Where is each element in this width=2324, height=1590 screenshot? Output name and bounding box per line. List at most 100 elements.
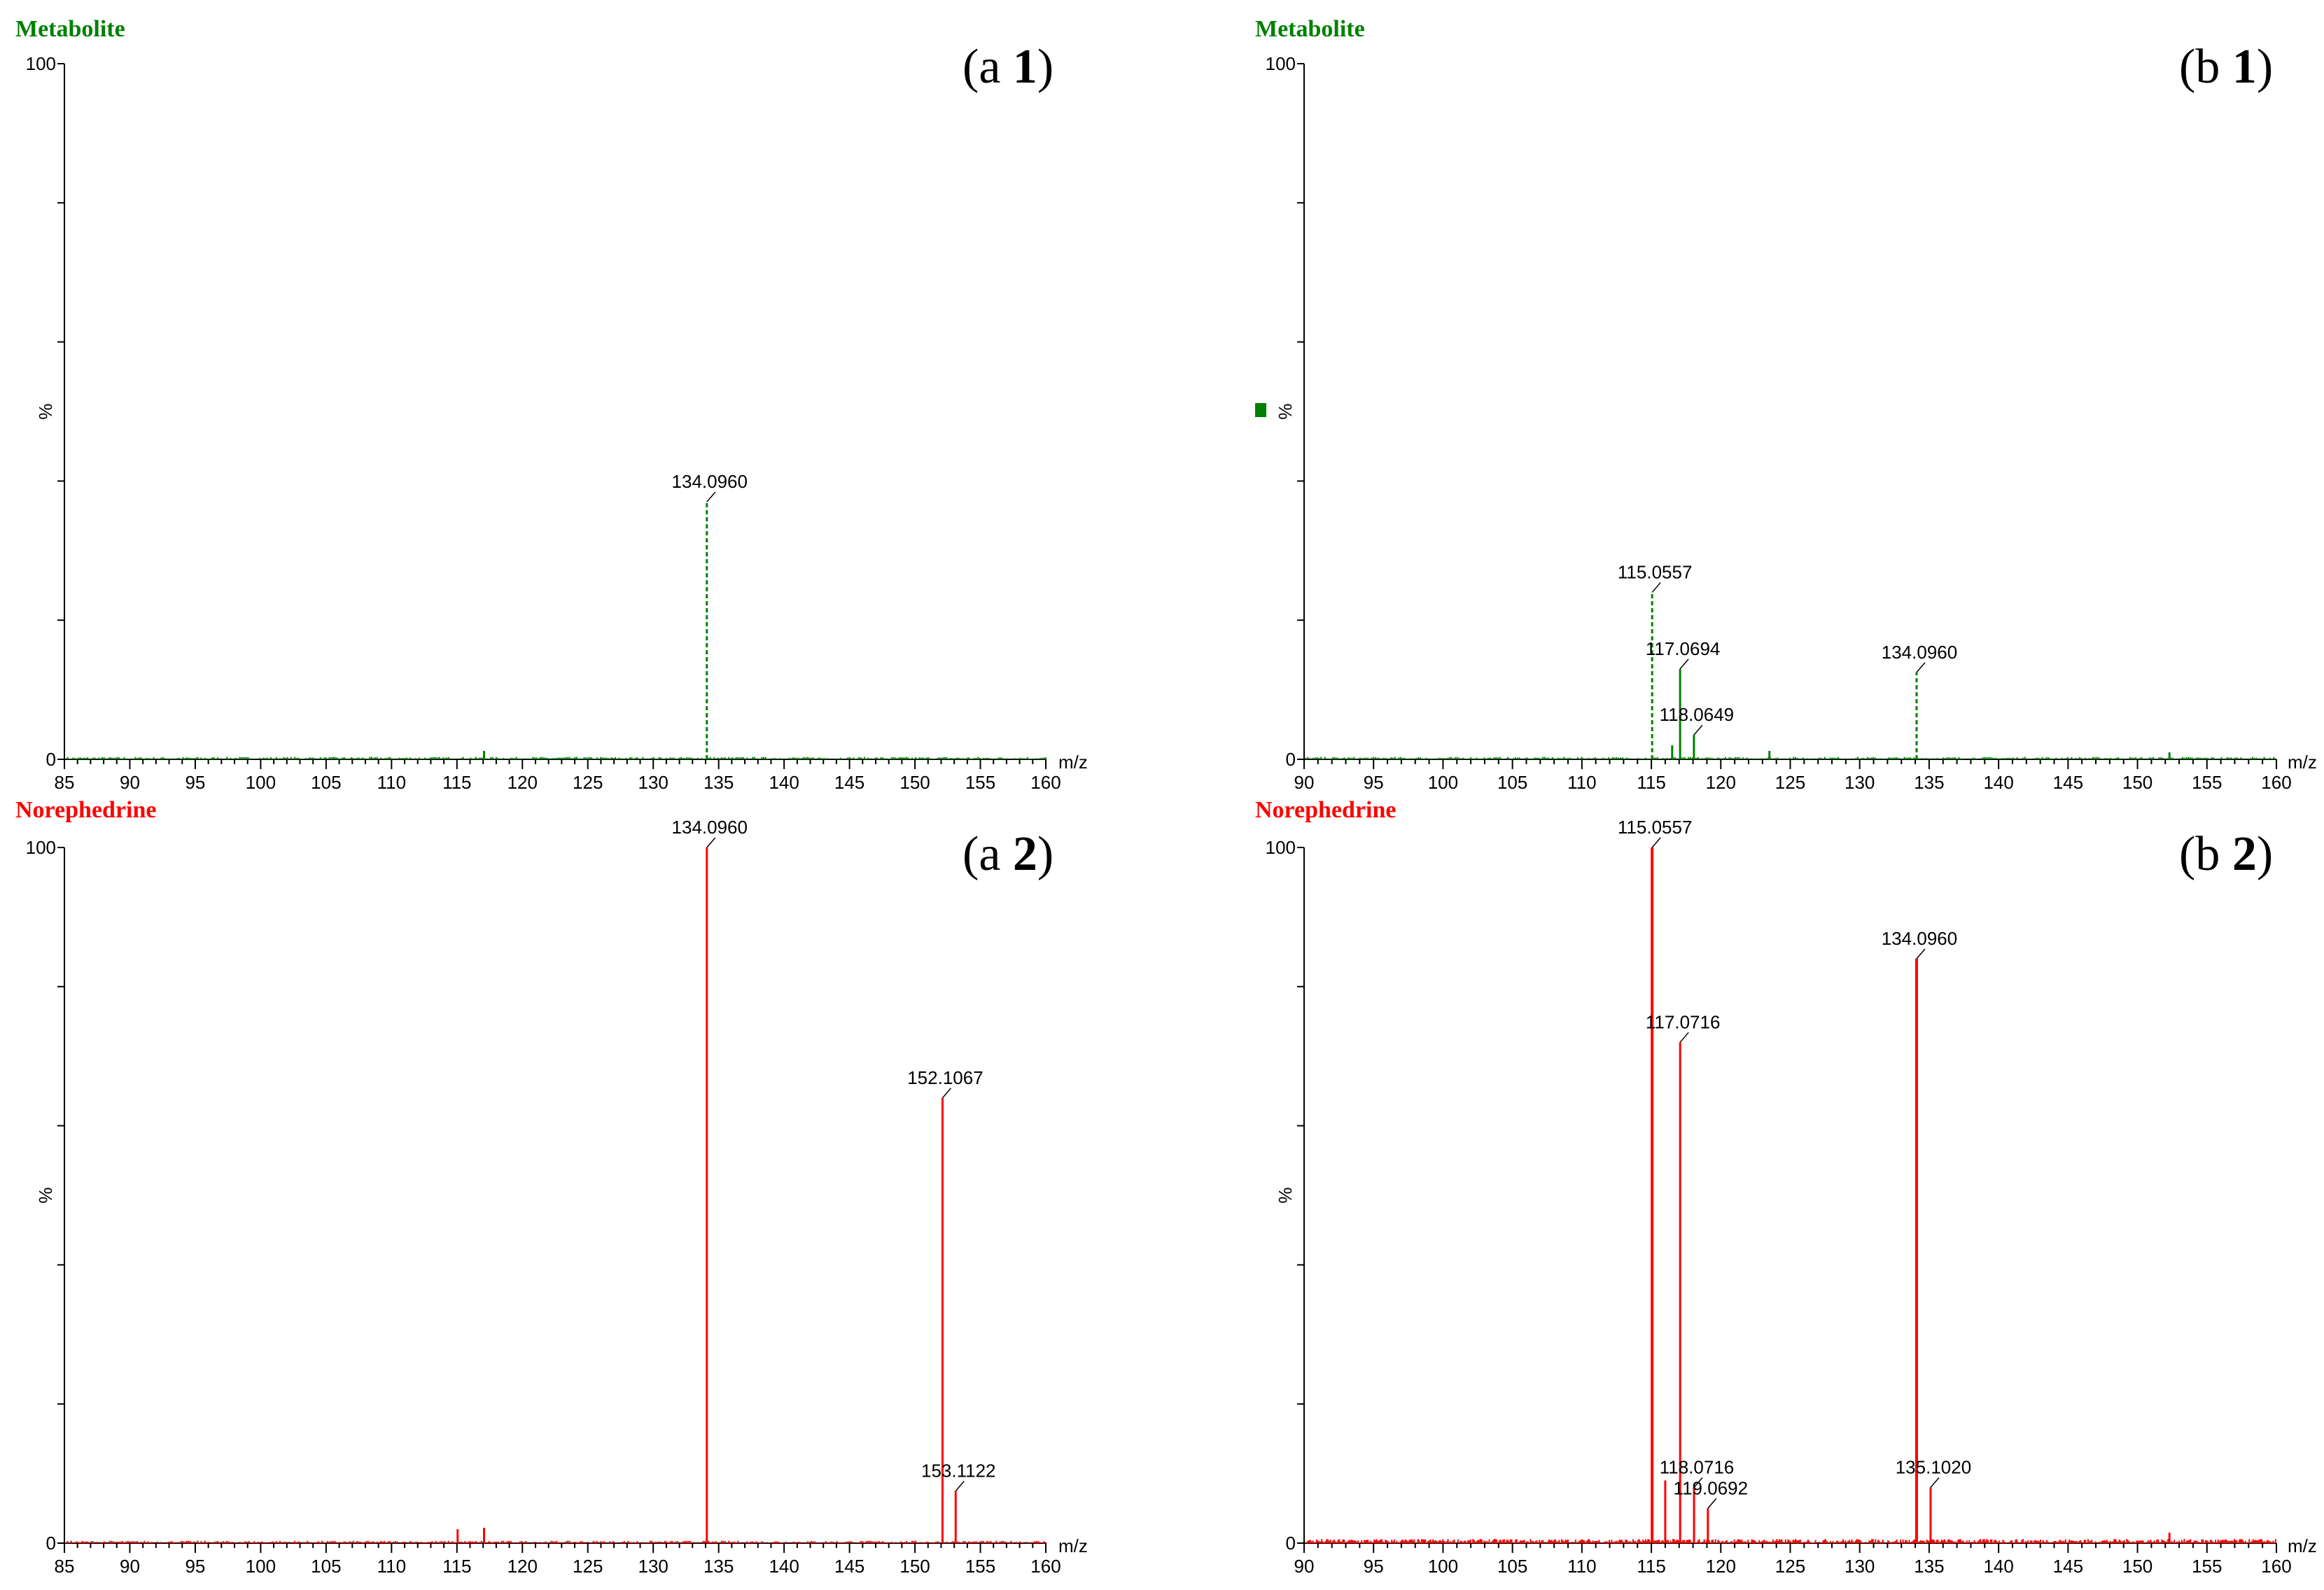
chart-title: Metabolite: [15, 16, 125, 42]
peak-leader: [1916, 662, 1926, 673]
peak-leader: [1930, 1477, 1940, 1488]
x-tick-label: 145: [834, 772, 864, 793]
panel-a2: Norephedrine (a 2) 0 100% 85 90 95 100 105 110 115…: [15, 797, 1088, 1577]
peak-label: 115.0557: [1618, 561, 1693, 582]
peak-label: 118.0649: [1660, 704, 1735, 725]
x-tick-label: 125: [1775, 1556, 1805, 1577]
x-axis-label: m/z: [1058, 1535, 1088, 1556]
x-tick-label: 145: [2053, 1556, 2083, 1577]
x-tick-label: 115: [442, 772, 471, 793]
x-tick-label: 95: [185, 772, 205, 793]
x-tick-label: 155: [965, 1556, 995, 1577]
panel-label-open: (: [2179, 40, 2195, 94]
baseline-noise: [1304, 757, 2277, 759]
y-tick-label: 0: [1286, 749, 1296, 770]
x-axis-label: m/z: [2288, 1535, 2317, 1556]
x-tick-label: 150: [899, 1556, 930, 1577]
panel-label-letter: b: [2195, 827, 2232, 881]
peak-leader: [1707, 1498, 1717, 1509]
y-tick-label: 0: [46, 1533, 56, 1554]
peak-label: 115.0557: [1618, 817, 1693, 838]
x-tick-label: 105: [311, 772, 341, 793]
peak-label: 134.0960: [1882, 642, 1957, 663]
x-tick-label: 135: [1914, 772, 1944, 793]
peak-leader: [706, 837, 716, 848]
peak-leader: [1916, 948, 1926, 959]
baseline-noise: [1304, 1539, 2276, 1543]
peak-leader: [941, 1088, 952, 1099]
x-tick-label: 135: [704, 1556, 734, 1577]
x-tick-label: 150: [899, 772, 930, 793]
x-tick-label: 120: [1706, 772, 1736, 793]
x-tick-label: 105: [311, 1556, 341, 1577]
x-tick-label: 100: [1428, 1556, 1458, 1577]
panel-label-number: 1: [1013, 40, 1037, 94]
x-tick-label: 90: [120, 772, 140, 793]
x-tick-label: 145: [2053, 772, 2083, 793]
panel-label: (b 1): [2179, 40, 2273, 94]
y-axis-label: %: [35, 1187, 56, 1203]
panel-label: (a 2): [962, 827, 1054, 881]
y-tick-label: 100: [1266, 837, 1296, 858]
panel-label-letter: b: [2195, 40, 2232, 94]
x-tick-label: 155: [2192, 1556, 2222, 1577]
x-tick-label: 160: [1030, 1556, 1060, 1577]
x-tick-label: 85: [55, 1556, 75, 1577]
y-axis-label: %: [35, 403, 56, 419]
x-tick-label: 95: [1364, 772, 1384, 793]
x-tick-label: 140: [1983, 772, 2013, 793]
y-axis-label: %: [1275, 1187, 1296, 1203]
x-axis-label: m/z: [2288, 752, 2317, 773]
x-tick-label: 120: [507, 772, 538, 793]
x-tick-label: 160: [1030, 772, 1060, 793]
peak-label: 118.0716: [1660, 1456, 1735, 1477]
x-tick-label: 140: [769, 1556, 799, 1577]
peak-label: 119.0692: [1674, 1477, 1749, 1498]
x-tick-label: 125: [573, 1556, 603, 1577]
panel-label-close: ): [2257, 40, 2273, 94]
peak-leader: [1679, 1032, 1689, 1043]
x-tick-label: 90: [120, 1556, 140, 1577]
x-tick-label: 90: [1294, 1556, 1315, 1577]
baseline-noise: [64, 757, 1046, 759]
x-axis-label: m/z: [1058, 752, 1088, 773]
panel-label-close: ): [2257, 827, 2273, 881]
x-tick-label: 95: [185, 1556, 205, 1577]
x-tick-label: 125: [573, 772, 603, 793]
panel-label-open: (: [2179, 827, 2195, 881]
x-tick-label: 160: [2261, 772, 2291, 793]
x-tick-label: 110: [377, 772, 406, 793]
peak-leader: [1651, 582, 1661, 593]
baseline-noise: [64, 1540, 1046, 1543]
peak-label: 135.1020: [1896, 1456, 1971, 1477]
x-tick-label: 130: [638, 1556, 668, 1577]
peak-label: 134.0960: [672, 817, 748, 838]
peak-leader: [1693, 1477, 1703, 1488]
x-tick-label: 115: [1637, 1556, 1665, 1577]
y-tick-label: 100: [26, 837, 56, 858]
x-tick-label: 150: [2122, 772, 2152, 793]
x-tick-label: 105: [1497, 772, 1527, 793]
x-tick-label: 85: [55, 772, 75, 793]
peak-label: 117.0716: [1646, 1011, 1721, 1032]
x-tick-label: 115: [1637, 772, 1665, 793]
peak-label: 152.1067: [907, 1067, 983, 1088]
x-tick-label: 120: [1706, 1556, 1736, 1577]
x-tick-label: 130: [638, 772, 668, 793]
x-tick-label: 110: [1567, 1556, 1596, 1577]
x-tick-label: 125: [1775, 772, 1805, 793]
x-tick-label: 130: [1844, 1556, 1875, 1577]
x-tick-label: 150: [2122, 1556, 2152, 1577]
peak-label: 117.0694: [1646, 638, 1721, 659]
panel-label-letter: a: [979, 827, 1013, 881]
x-tick-label: 110: [377, 1556, 406, 1577]
panel-label-number: 2: [1013, 827, 1037, 881]
x-tick-label: 140: [1983, 1556, 2013, 1577]
peak-leader: [1679, 659, 1689, 670]
peak-leader: [1693, 724, 1703, 736]
y-tick-label: 100: [1266, 53, 1296, 74]
legend-marker: [1255, 403, 1266, 417]
y-tick-label: 0: [46, 749, 56, 770]
panel-label-close: ): [1037, 40, 1054, 94]
